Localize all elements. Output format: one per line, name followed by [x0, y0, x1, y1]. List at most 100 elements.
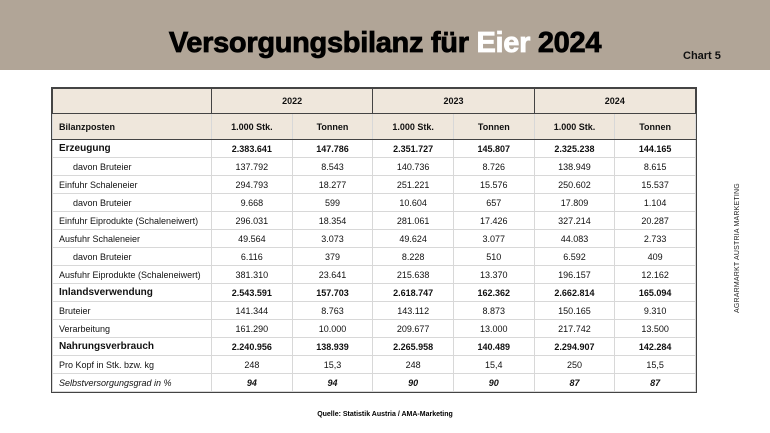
value-cell: 23.641 — [291, 265, 374, 284]
value-cell: 141.344 — [211, 301, 293, 320]
year-header: 2024 — [533, 88, 697, 114]
row-label: Verarbeitung — [52, 319, 212, 338]
value-cell: 137.792 — [211, 157, 293, 176]
value-cell: 13.370 — [452, 265, 535, 284]
value-cell: 94 — [211, 373, 293, 392]
value-cell: 657 — [452, 193, 535, 212]
table-row: Selbstversorgungsgrad in % 94 94 90 90 87 87 — [52, 373, 696, 392]
value-cell: 8.543 — [291, 157, 374, 176]
table-row: Inlandsverwendung 2.543.591 157.703 2.618.7… — [52, 283, 696, 302]
value-cell: 2.383.641 — [211, 139, 293, 158]
value-cell: 9.668 — [211, 193, 293, 212]
value-cell: 6.116 — [211, 247, 293, 266]
value-cell: 161.290 — [211, 319, 293, 338]
value-cell: 94 — [291, 373, 374, 392]
value-cell: 18.277 — [291, 175, 374, 194]
value-cell: 10.000 — [291, 319, 374, 338]
table-row: Einfuhr Eiprodukte (Schaleneiwert) 296.03… — [52, 211, 696, 230]
row-label: Einfuhr Schaleneier — [52, 175, 212, 194]
value-cell: 296.031 — [211, 211, 293, 230]
value-cell: 379 — [291, 247, 374, 266]
value-cell: 381.310 — [211, 265, 293, 284]
table-row: davon Bruteier 9.668 599 10.604 657 17.809 1.1… — [52, 193, 696, 212]
unit-header: Tonnen — [291, 113, 374, 140]
value-cell: 8.763 — [291, 301, 374, 320]
row-label: Pro Kopf in Stk. bzw. kg — [52, 355, 212, 374]
row-label: Erzeugung — [52, 139, 212, 158]
side-label: AGRARMARKT AUSTRIA MARKETING — [734, 183, 741, 313]
value-cell: 3.073 — [291, 229, 374, 248]
supply-balance-table: 2022 2023 2024 Bilanzposten 1.000 Stk. Tonnen… — [51, 87, 697, 393]
value-cell: 250.602 — [533, 175, 616, 194]
value-cell: 217.742 — [533, 319, 616, 338]
value-cell: 15,4 — [452, 355, 535, 374]
value-cell: 8.228 — [372, 247, 454, 266]
row-label: Nahrungsverbrauch — [52, 337, 212, 356]
value-cell: 2.294.907 — [533, 337, 616, 356]
value-cell: 9.310 — [614, 301, 696, 320]
table-row: Pro Kopf in Stk. bzw. kg 248 15,3 248 15,4 25… — [52, 355, 696, 374]
unit-header: Tonnen — [452, 113, 535, 140]
row-label: Einfuhr Eiprodukte (Schaleneiwert) — [52, 211, 212, 230]
value-cell: 49.624 — [372, 229, 454, 248]
value-cell: 8.615 — [614, 157, 696, 176]
table-row: Bruteier 141.344 8.763 143.112 8.873 150.165 9… — [52, 301, 696, 320]
value-cell: 44.083 — [533, 229, 616, 248]
title-year: 2024 — [530, 27, 602, 60]
value-cell: 196.157 — [533, 265, 616, 284]
value-cell: 87 — [533, 373, 616, 392]
value-cell: 8.726 — [452, 157, 535, 176]
value-cell: 140.489 — [452, 337, 535, 356]
value-cell: 510 — [452, 247, 535, 266]
unit-header: 1.000 Stk. — [533, 113, 616, 140]
value-cell: 327.214 — [533, 211, 616, 230]
table-row: davon Bruteier 6.116 379 8.228 510 6.592 409 — [52, 247, 696, 266]
value-cell: 251.221 — [372, 175, 454, 194]
value-cell: 2.662.814 — [533, 283, 616, 302]
row-label: davon Bruteier — [52, 157, 212, 176]
unit-header: Tonnen — [614, 113, 696, 140]
page-title: Versorgungsbilanz für Eier 2024 — [0, 26, 770, 60]
table-row: Nahrungsverbrauch 2.240.956 138.939 2.265.9… — [52, 337, 696, 356]
value-cell: 248 — [372, 355, 454, 374]
value-cell: 12.162 — [614, 265, 696, 284]
unit-header: 1.000 Stk. — [372, 113, 454, 140]
value-cell: 17.809 — [533, 193, 616, 212]
value-cell: 2.618.747 — [372, 283, 454, 302]
value-cell: 3.077 — [452, 229, 535, 248]
value-cell: 145.807 — [452, 139, 535, 158]
value-cell: 294.793 — [211, 175, 293, 194]
value-cell: 90 — [452, 373, 535, 392]
value-cell: 90 — [372, 373, 454, 392]
value-cell: 20.287 — [614, 211, 696, 230]
table-row: davon Bruteier 137.792 8.543 140.736 8.726 13… — [52, 157, 696, 176]
row-label: Ausfuhr Schaleneier — [52, 229, 212, 248]
table-row: Einfuhr Schaleneier 294.793 18.277 251.221 1… — [52, 175, 696, 194]
value-cell: 599 — [291, 193, 374, 212]
table-row: Verarbeitung 161.290 10.000 209.677 13.000 21… — [52, 319, 696, 338]
value-cell: 138.939 — [291, 337, 374, 356]
year-header: 2023 — [372, 88, 535, 114]
value-cell: 140.736 — [372, 157, 454, 176]
value-cell: 15.537 — [614, 175, 696, 194]
title-text: Versorgungsbilanz für — [168, 27, 477, 60]
value-cell: 18.354 — [291, 211, 374, 230]
value-cell: 143.112 — [372, 301, 454, 320]
value-cell: 15.576 — [452, 175, 535, 194]
value-cell: 2.733 — [614, 229, 696, 248]
value-cell: 138.949 — [533, 157, 616, 176]
row-label: Inlandsverwendung — [52, 283, 212, 302]
year-header-row: 2022 2023 2024 — [52, 88, 697, 114]
value-cell: 165.094 — [614, 283, 696, 302]
value-cell: 13.000 — [452, 319, 535, 338]
row-label: Selbstversorgungsgrad in % — [52, 373, 212, 392]
value-cell: 281.061 — [372, 211, 454, 230]
empty-header-cell — [52, 88, 212, 114]
value-cell: 15,3 — [291, 355, 374, 374]
chart-number: Chart 5 — [683, 50, 721, 62]
row-label: Bruteier — [52, 301, 212, 320]
table-row: Ausfuhr Eiprodukte (Schaleneiwert) 381.31… — [52, 265, 696, 284]
value-cell: 2.543.591 — [211, 283, 293, 302]
value-cell: 162.362 — [452, 283, 535, 302]
row-label: davon Bruteier — [52, 247, 212, 266]
